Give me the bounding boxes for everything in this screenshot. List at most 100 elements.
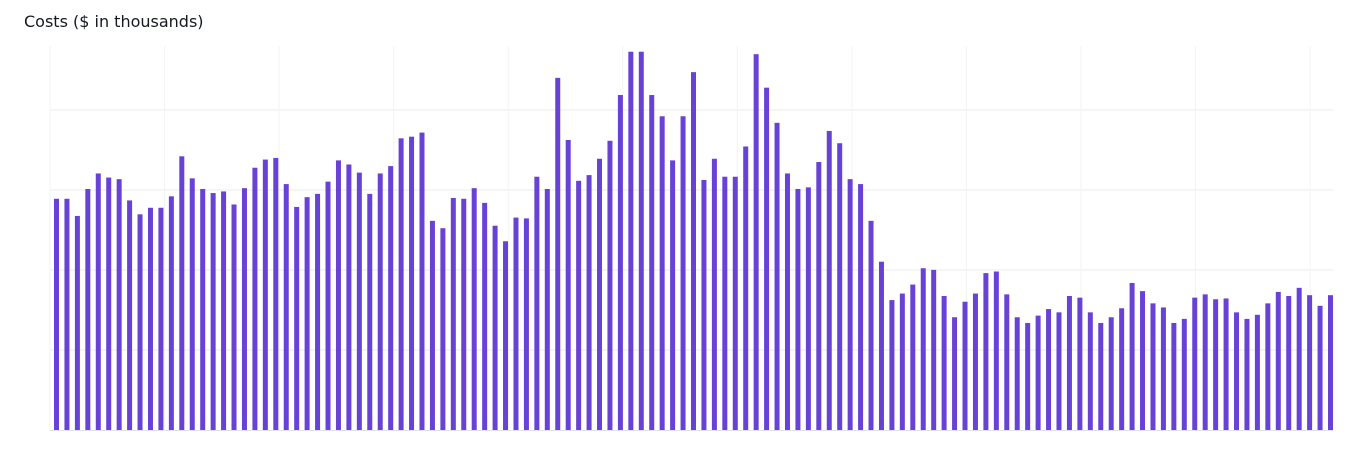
bar[interactable] bbox=[972, 293, 978, 430]
bar[interactable] bbox=[1140, 291, 1146, 430]
bar[interactable] bbox=[847, 179, 853, 430]
bar[interactable] bbox=[409, 136, 415, 430]
bar[interactable] bbox=[659, 116, 665, 430]
bar[interactable] bbox=[471, 188, 477, 430]
bar[interactable] bbox=[565, 139, 571, 430]
bar[interactable] bbox=[325, 181, 331, 430]
bar[interactable] bbox=[461, 198, 467, 430]
bar[interactable] bbox=[440, 228, 446, 430]
bar[interactable] bbox=[576, 180, 582, 430]
bar[interactable] bbox=[1087, 312, 1093, 430]
bar[interactable] bbox=[920, 268, 926, 430]
bar[interactable] bbox=[210, 193, 216, 430]
bar[interactable] bbox=[106, 177, 112, 430]
bar[interactable] bbox=[231, 204, 237, 431]
bar[interactable] bbox=[419, 132, 425, 430]
bar[interactable] bbox=[1004, 294, 1010, 430]
bar[interactable] bbox=[523, 218, 529, 430]
bar[interactable] bbox=[179, 156, 185, 431]
bar[interactable] bbox=[1265, 303, 1271, 430]
bar[interactable] bbox=[837, 143, 843, 431]
bar[interactable] bbox=[1108, 317, 1114, 430]
bar[interactable] bbox=[335, 160, 341, 430]
bar[interactable] bbox=[147, 207, 153, 430]
bar[interactable] bbox=[356, 172, 362, 430]
bar[interactable] bbox=[534, 176, 540, 430]
bar[interactable] bbox=[952, 317, 958, 430]
bar[interactable] bbox=[795, 188, 801, 430]
bar[interactable] bbox=[889, 300, 895, 430]
bar[interactable] bbox=[1254, 314, 1260, 430]
bar[interactable] bbox=[774, 122, 780, 431]
bar[interactable] bbox=[74, 215, 80, 430]
bar[interactable] bbox=[1234, 312, 1240, 430]
bar[interactable] bbox=[983, 273, 989, 430]
bar[interactable] bbox=[273, 157, 279, 430]
bar[interactable] bbox=[597, 158, 603, 430]
bar[interactable] bbox=[513, 217, 519, 430]
bar[interactable] bbox=[1202, 294, 1208, 430]
bar[interactable] bbox=[1025, 322, 1031, 430]
bar[interactable] bbox=[168, 196, 174, 430]
bar[interactable] bbox=[1098, 322, 1104, 430]
bar[interactable] bbox=[1181, 318, 1187, 430]
bar[interactable] bbox=[54, 198, 59, 430]
bar[interactable] bbox=[1317, 305, 1323, 430]
bar[interactable] bbox=[450, 197, 456, 430]
bar[interactable] bbox=[962, 301, 968, 430]
bar[interactable] bbox=[1296, 287, 1302, 430]
bar[interactable] bbox=[784, 173, 790, 430]
bar[interactable] bbox=[680, 116, 686, 430]
bar[interactable] bbox=[1192, 297, 1198, 430]
bar[interactable] bbox=[711, 158, 717, 430]
bar[interactable] bbox=[1035, 315, 1041, 430]
bar[interactable] bbox=[1223, 298, 1229, 430]
bar[interactable] bbox=[586, 175, 592, 430]
bar[interactable] bbox=[158, 207, 164, 430]
bar[interactable] bbox=[1307, 295, 1313, 430]
bar[interactable] bbox=[816, 162, 822, 430]
bar[interactable] bbox=[116, 179, 122, 430]
bar[interactable] bbox=[1213, 299, 1219, 430]
bar[interactable] bbox=[189, 178, 195, 430]
bar[interactable] bbox=[429, 220, 435, 430]
bar[interactable] bbox=[482, 202, 488, 430]
bar[interactable] bbox=[137, 214, 143, 430]
bar[interactable] bbox=[1160, 307, 1166, 430]
bar[interactable] bbox=[262, 159, 268, 430]
bar[interactable] bbox=[555, 77, 561, 431]
bar[interactable] bbox=[221, 191, 227, 430]
bar[interactable] bbox=[294, 206, 300, 430]
bar[interactable] bbox=[628, 51, 634, 430]
bar[interactable] bbox=[1286, 296, 1292, 430]
bar[interactable] bbox=[200, 188, 206, 430]
bar[interactable] bbox=[252, 167, 258, 431]
bar[interactable] bbox=[701, 179, 707, 430]
bar[interactable] bbox=[753, 54, 759, 431]
bar[interactable] bbox=[367, 193, 373, 430]
bar[interactable] bbox=[346, 164, 352, 430]
bar[interactable] bbox=[899, 293, 905, 430]
bar[interactable] bbox=[1150, 303, 1156, 430]
bar[interactable] bbox=[732, 176, 738, 430]
bar[interactable] bbox=[1244, 318, 1250, 430]
bar[interactable] bbox=[1066, 296, 1072, 430]
bar[interactable] bbox=[722, 176, 728, 430]
bar[interactable] bbox=[858, 184, 864, 430]
bar[interactable] bbox=[1077, 297, 1083, 430]
bar[interactable] bbox=[503, 241, 509, 430]
bar[interactable] bbox=[805, 187, 811, 430]
bar[interactable] bbox=[377, 173, 383, 430]
bar[interactable] bbox=[1275, 291, 1281, 430]
bar[interactable] bbox=[649, 95, 655, 431]
bar[interactable] bbox=[544, 188, 550, 430]
bar[interactable] bbox=[931, 269, 937, 430]
bar[interactable] bbox=[315, 193, 321, 430]
bar[interactable] bbox=[95, 173, 101, 430]
bar[interactable] bbox=[670, 160, 676, 430]
bar[interactable] bbox=[910, 284, 916, 430]
bar[interactable] bbox=[691, 72, 696, 430]
bar[interactable] bbox=[993, 271, 999, 431]
bar[interactable] bbox=[304, 197, 310, 430]
bar[interactable] bbox=[85, 188, 91, 430]
